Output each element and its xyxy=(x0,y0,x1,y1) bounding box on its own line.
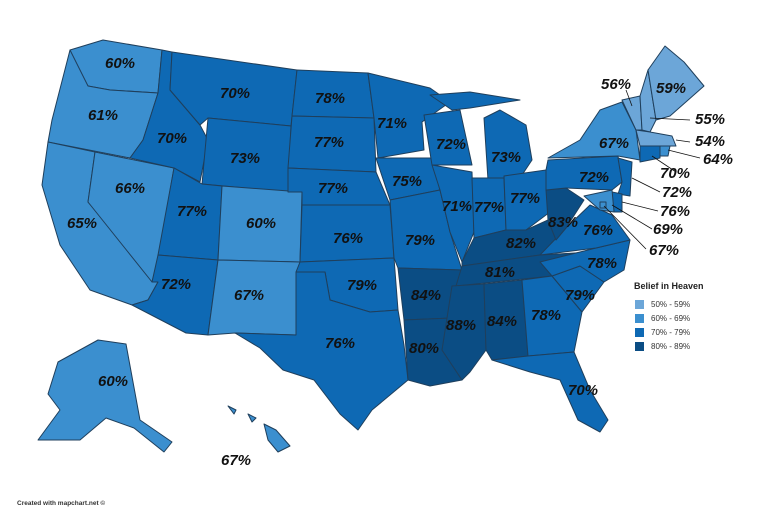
label-ca: 65% xyxy=(67,215,97,232)
label-nv: 66% xyxy=(115,180,145,197)
label-nd: 78% xyxy=(315,90,345,107)
state-tx[interactable] xyxy=(234,271,409,431)
label-va: 76% xyxy=(583,222,613,239)
label-tn: 81% xyxy=(485,264,515,281)
legend-swatch xyxy=(634,298,645,310)
label-ms: 88% xyxy=(446,317,476,334)
label-id: 70% xyxy=(157,130,187,147)
label-az: 72% xyxy=(161,276,191,293)
label-nh: 55% xyxy=(695,111,725,128)
legend-label: 50% - 59% xyxy=(651,299,691,309)
label-mt: 70% xyxy=(220,85,250,102)
label-or: 61% xyxy=(88,107,118,124)
legend-title: Belief in Heaven xyxy=(634,281,704,291)
label-in: 77% xyxy=(474,199,504,216)
state-nj[interactable] xyxy=(617,157,633,197)
label-de: 76% xyxy=(660,203,690,220)
label-pa: 72% xyxy=(579,169,609,186)
label-co: 60% xyxy=(246,215,276,232)
label-wy: 73% xyxy=(230,150,260,167)
legend-swatch xyxy=(634,340,645,352)
label-dc: 67% xyxy=(649,242,679,259)
state-me[interactable] xyxy=(647,45,705,121)
label-wv: 83% xyxy=(548,214,578,231)
label-ia: 75% xyxy=(392,173,422,190)
label-ga: 78% xyxy=(531,307,561,324)
legend-label: 70% - 79% xyxy=(651,327,691,337)
label-nj: 72% xyxy=(662,184,692,201)
legend-item: 50% - 59% xyxy=(634,297,754,311)
label-ct: 70% xyxy=(660,165,690,182)
label-ak: 60% xyxy=(98,373,128,390)
label-wa: 60% xyxy=(105,55,135,72)
label-ma: 54% xyxy=(695,133,725,150)
legend-label: 80% - 89% xyxy=(651,341,691,351)
state-ri[interactable] xyxy=(659,145,671,157)
credit-text: Created with mapchart.net © xyxy=(17,500,106,507)
label-ks: 76% xyxy=(333,230,363,247)
label-vt: 56% xyxy=(601,76,631,93)
label-sc: 79% xyxy=(565,287,595,304)
legend-swatch xyxy=(634,326,645,338)
label-hi: 67% xyxy=(221,452,251,469)
legend-label: 60% - 69% xyxy=(651,313,691,323)
label-oh: 77% xyxy=(510,190,540,207)
label-ok: 79% xyxy=(347,277,377,294)
state-ma[interactable] xyxy=(635,129,677,147)
state-wi[interactable] xyxy=(423,109,473,166)
label-la: 80% xyxy=(409,340,439,357)
label-fl: 70% xyxy=(568,382,598,399)
legend-swatch xyxy=(634,312,645,324)
label-ri: 64% xyxy=(703,151,733,168)
label-nc: 78% xyxy=(587,255,617,272)
label-mn: 71% xyxy=(377,115,407,132)
label-ut: 77% xyxy=(177,203,207,220)
label-al: 84% xyxy=(487,313,517,330)
state-labels: 60% 61% 65% 66% 70% 70% 73% 77% 72% 60% … xyxy=(67,55,733,469)
label-wi: 72% xyxy=(436,136,466,153)
label-md: 69% xyxy=(653,221,683,238)
legend: Belief in Heaven 50% - 59% 60% - 69% 70%… xyxy=(634,281,754,353)
state-ga[interactable] xyxy=(521,275,583,357)
label-mo: 79% xyxy=(405,232,435,249)
state-fl[interactable] xyxy=(491,351,609,433)
state-mi-up[interactable] xyxy=(429,91,521,111)
label-ar: 84% xyxy=(411,287,441,304)
state-hi[interactable] xyxy=(227,405,291,453)
state-oh[interactable] xyxy=(503,169,551,231)
state-ak[interactable] xyxy=(37,339,173,453)
label-ky: 82% xyxy=(506,235,536,252)
label-mi: 73% xyxy=(491,149,521,166)
leader-lines xyxy=(603,89,701,250)
label-me: 59% xyxy=(656,80,686,97)
state-nh[interactable] xyxy=(639,69,657,133)
state-mi[interactable] xyxy=(483,109,533,181)
legend-item: 80% - 89% xyxy=(634,339,754,353)
label-ny: 67% xyxy=(599,135,629,152)
label-tx: 76% xyxy=(325,335,355,352)
label-il: 71% xyxy=(442,198,472,215)
state-mn[interactable] xyxy=(367,72,451,159)
state-pa[interactable] xyxy=(545,155,623,191)
label-sd: 77% xyxy=(314,134,344,151)
label-ne: 77% xyxy=(318,180,348,197)
label-nm: 67% xyxy=(234,287,264,304)
legend-item: 60% - 69% xyxy=(634,311,754,325)
legend-item: 70% - 79% xyxy=(634,325,754,339)
